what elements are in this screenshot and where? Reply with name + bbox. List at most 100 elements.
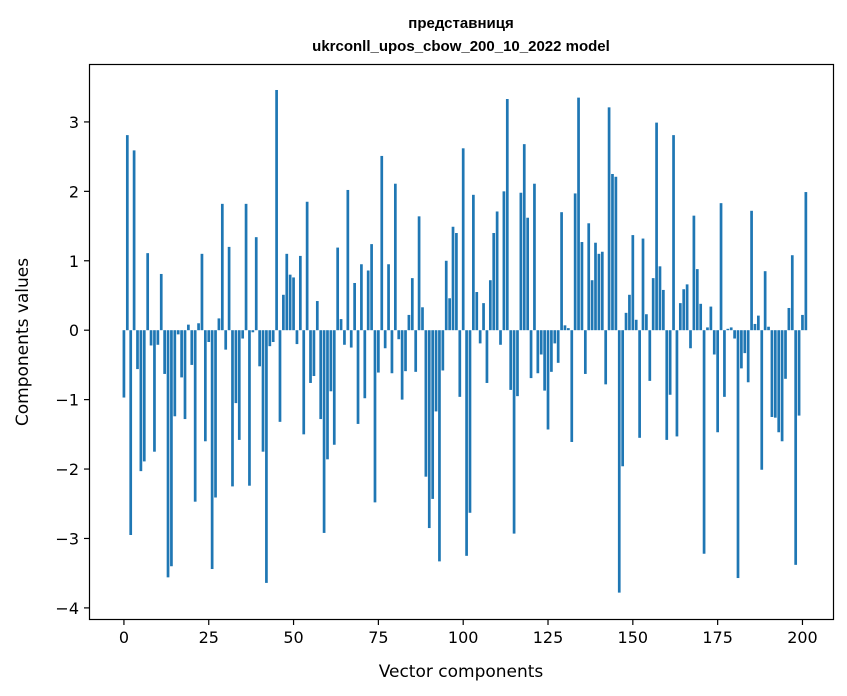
bar: [360, 264, 363, 331]
bar: [427, 330, 431, 529]
bar: [292, 277, 295, 331]
bar: [750, 210, 753, 331]
bar: [685, 284, 689, 331]
bar: [455, 233, 458, 331]
bar: [322, 330, 326, 533]
bar: [634, 319, 638, 331]
bar: [149, 330, 153, 346]
bar: [662, 289, 665, 331]
bar: [485, 330, 489, 383]
bar: [353, 282, 356, 331]
bar: [488, 280, 492, 331]
chart-title-line-1: представниця: [408, 15, 513, 32]
bar: [682, 289, 686, 331]
bar: [536, 330, 540, 374]
bar: [600, 251, 604, 331]
bar: [723, 330, 726, 397]
bar: [651, 278, 655, 331]
bar: [624, 312, 628, 331]
bar: [675, 330, 679, 437]
bar: [726, 328, 730, 331]
y-tick-label: 0: [69, 321, 79, 340]
bar: [180, 330, 183, 378]
y-ticks-group: −4 −3 −2 −1 0 1 2 3: [55, 113, 90, 618]
bar: [794, 330, 798, 565]
x-tick-label: 0: [119, 628, 129, 647]
bar: [261, 330, 265, 452]
bar: [438, 330, 441, 562]
bar: [153, 330, 156, 452]
bar: [309, 330, 312, 383]
bar: [706, 327, 709, 331]
bar: [580, 242, 584, 331]
bar: [329, 330, 333, 392]
bar: [248, 330, 251, 486]
y-tick-label: 2: [69, 182, 79, 201]
bar: [573, 193, 577, 331]
bar: [543, 330, 546, 391]
bar: [431, 330, 435, 499]
bar: [804, 192, 808, 331]
bar: [424, 330, 428, 477]
bar: [315, 301, 319, 331]
bar: [461, 148, 465, 331]
bar: [631, 235, 635, 331]
bar: [397, 330, 401, 340]
x-tick-label: 50: [283, 628, 303, 647]
bar: [285, 253, 289, 331]
bar: [475, 292, 479, 331]
bar: [434, 330, 438, 412]
bar: [790, 255, 794, 331]
bar: [373, 330, 377, 503]
bar: [336, 247, 340, 331]
bar: [410, 278, 414, 331]
bar: [577, 97, 580, 331]
bar: [136, 330, 139, 370]
bar: [628, 294, 631, 331]
bar: [743, 330, 747, 354]
bar: [132, 150, 136, 331]
bar: [146, 253, 150, 331]
bar: [356, 330, 360, 424]
bar: [203, 330, 207, 442]
x-tick-label: 200: [787, 628, 818, 647]
bar: [729, 327, 733, 331]
bar: [678, 303, 682, 331]
bar: [780, 330, 784, 442]
bar: [638, 330, 641, 438]
bar: [787, 307, 791, 331]
bar: [763, 271, 767, 331]
bar: [665, 330, 669, 440]
bar: [472, 194, 475, 331]
bar: [502, 191, 506, 331]
y-tick-label: −3: [55, 529, 79, 548]
bar: [516, 330, 519, 397]
bar: [400, 330, 404, 400]
bar: [214, 330, 217, 498]
bar: [254, 237, 258, 331]
bar: [227, 246, 231, 331]
x-tick-label: 25: [199, 628, 219, 647]
bar: [482, 303, 485, 331]
y-tick-label: 1: [69, 252, 79, 271]
bar: [234, 330, 238, 404]
bar: [298, 255, 302, 331]
bar: [451, 226, 455, 331]
bar: [746, 330, 750, 383]
bar: [288, 274, 292, 331]
bar: [570, 330, 574, 442]
bar: [231, 330, 234, 487]
bar: [550, 330, 553, 372]
bar: [658, 266, 662, 331]
bar: [404, 330, 407, 372]
bar: [441, 330, 445, 371]
bar: [736, 330, 740, 579]
bar: [370, 244, 373, 331]
bar: [539, 330, 543, 355]
bar: [478, 330, 482, 344]
bar: [421, 307, 424, 331]
bar: [217, 318, 221, 331]
x-axis-label: Vector components: [379, 662, 544, 682]
x-tick-label: 100: [448, 628, 479, 647]
